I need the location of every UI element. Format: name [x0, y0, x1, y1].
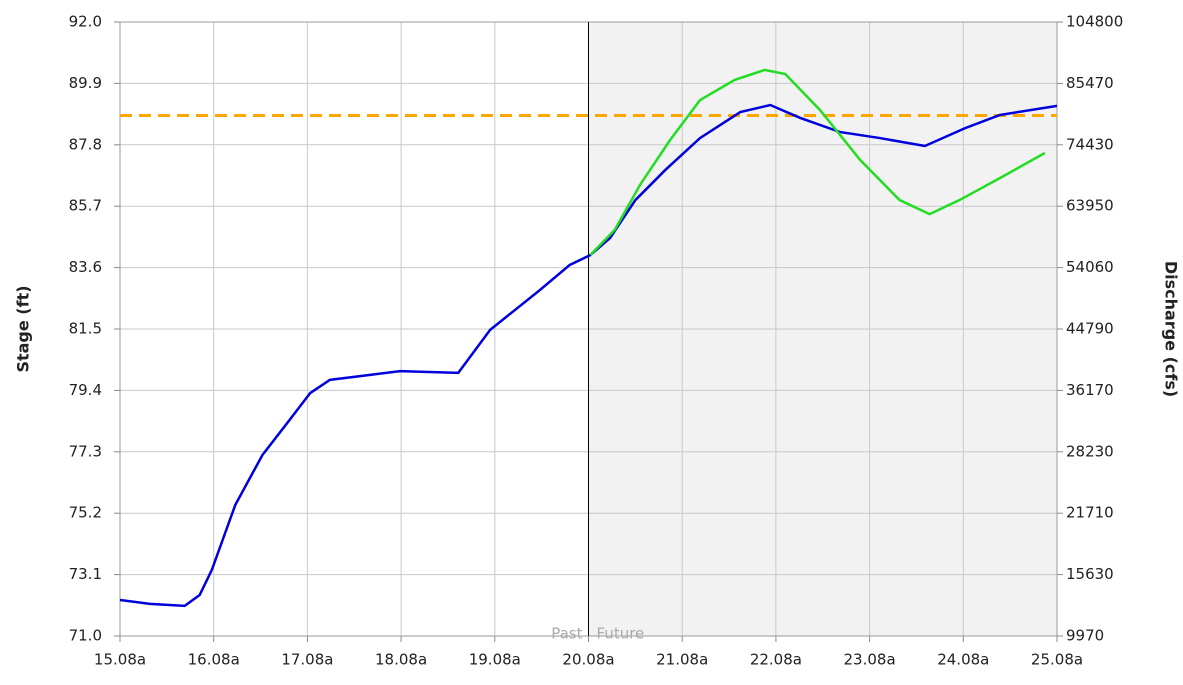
x-tick-label: 17.08a [281, 651, 333, 669]
x-tick-label: 20.08a [562, 651, 614, 669]
x-tick-label: 18.08a [375, 651, 427, 669]
x-tick-label: 21.08a [656, 651, 708, 669]
y2-tick-label: 85470 [1066, 74, 1114, 92]
x-tick-label: 15.08a [94, 651, 146, 669]
y-tick-label: 85.7 [69, 197, 102, 215]
y-tick-label: 83.6 [69, 258, 102, 276]
x-tick-label: 19.08a [469, 651, 521, 669]
y-tick-label: 73.1 [69, 565, 102, 583]
y-tick-label: 77.3 [69, 442, 102, 460]
y2-tick-label: 63950 [1066, 197, 1114, 215]
y2-tick-label: 21710 [1066, 504, 1114, 522]
y2-tick-label: 28230 [1066, 442, 1114, 460]
y-tick-label: 87.8 [69, 135, 102, 153]
y2-tick-label: 36170 [1066, 381, 1114, 399]
x-tick-label: 22.08a [750, 651, 802, 669]
y-tick-label: 71.0 [69, 627, 102, 645]
y-tick-label: 79.4 [69, 381, 102, 399]
y2-tick-label: 15630 [1066, 565, 1114, 583]
x-tick-label: 16.08a [188, 651, 240, 669]
y-tick-label: 89.9 [69, 74, 102, 92]
y2-axis-label: Discharge (cfs) [1162, 261, 1181, 397]
y-tick-label: 81.5 [69, 320, 102, 338]
y2-tick-label: 74430 [1066, 135, 1114, 153]
x-tick-label: 25.08a [1031, 651, 1083, 669]
x-tick-label: 24.08a [937, 651, 989, 669]
past-label: Past [551, 625, 582, 643]
y2-tick-label: 104800 [1066, 13, 1123, 31]
series-line [589, 68, 1046, 256]
x-tick-label: 23.08a [844, 651, 896, 669]
y2-tick-label: 9970 [1066, 627, 1104, 645]
y-tick-label: 92.0 [69, 13, 102, 31]
y2-tick-label: 54060 [1066, 258, 1114, 276]
series-line [119, 103, 1058, 608]
y-tick-label: 75.2 [69, 504, 102, 522]
future-label: Future [597, 625, 645, 643]
y2-tick-label: 44790 [1066, 320, 1114, 338]
y-axis-label: Stage (ft) [14, 285, 33, 372]
